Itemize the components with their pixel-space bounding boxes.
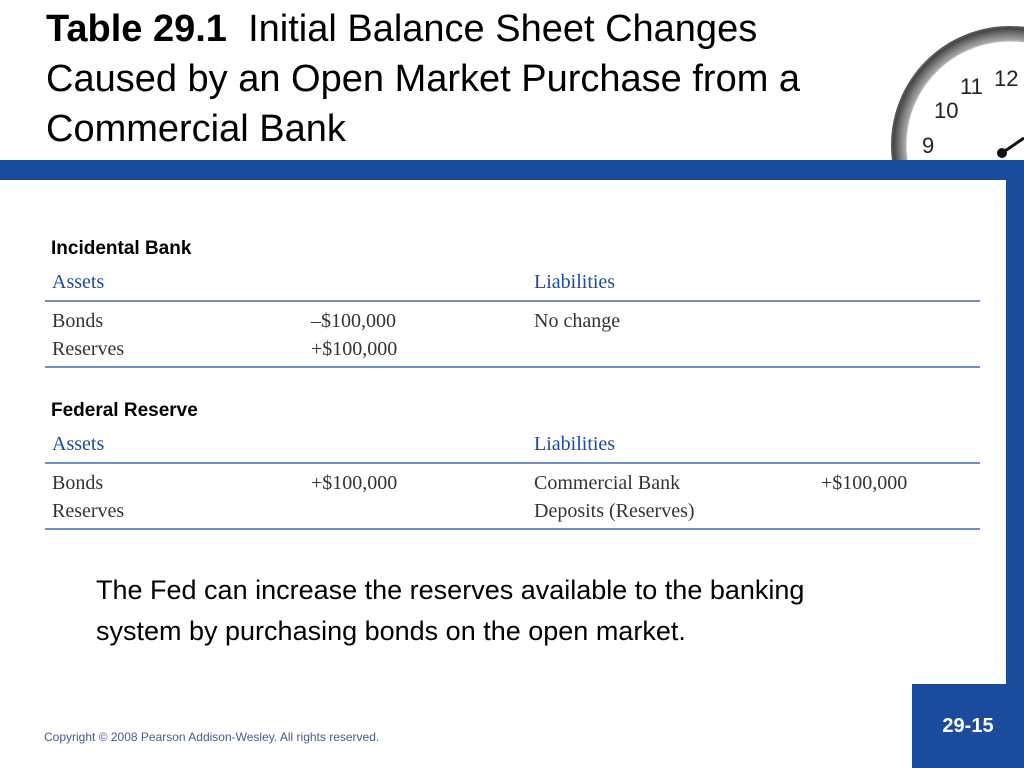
section-body: Bonds +$100,000 Commercial Bank +$100,00…: [45, 464, 980, 530]
section-body: Bonds –$100,000 No change Reserves +$100…: [45, 302, 980, 368]
side-accent-bar: [1006, 180, 1024, 684]
assets-header: Assets: [52, 433, 105, 455]
header-divider-bar: [0, 160, 1024, 180]
section-incidental-bank: Incidental Bank Assets Liabilities Bonds…: [45, 232, 980, 368]
column-header-row: Assets Liabilities: [45, 264, 980, 302]
asset-value: +$100,000: [311, 472, 398, 494]
asset-label: Bonds: [52, 472, 104, 494]
liability-label: No change: [534, 310, 621, 332]
balance-sheet-table: Incidental Bank Assets Liabilities Bonds…: [45, 232, 980, 530]
assets-header: Assets: [52, 271, 105, 293]
liabilities-header: Liabilities: [534, 271, 616, 293]
table-number: Table 29.1: [46, 8, 227, 50]
clock-numeral-12: 12: [994, 66, 1018, 91]
page-number: 29-15: [942, 714, 994, 737]
liability-label: Commercial Bank: [534, 472, 681, 494]
liability-value: +$100,000: [821, 472, 908, 494]
clock-numeral-11: 11: [960, 74, 983, 99]
clock-numeral-9: 9: [922, 133, 934, 158]
liabilities-header: Liabilities: [534, 433, 616, 455]
liability-label: Deposits (Reserves): [534, 500, 695, 522]
section-title: Incidental Bank: [51, 238, 192, 259]
title-text: Initial Balance Sheet Changes Caused by …: [46, 8, 801, 150]
copyright-notice: Copyright © 2008 Pearson Addison-Wesley.…: [44, 730, 380, 744]
slide-title: Table 29.1 Initial Balance Sheet Changes…: [46, 4, 866, 154]
clock-numeral-10: 10: [934, 98, 958, 123]
section-federal-reserve: Federal Reserve Assets Liabilities Bonds…: [45, 394, 980, 530]
asset-label: Reserves: [52, 338, 125, 360]
asset-label: Bonds: [52, 310, 104, 332]
slide-caption: The Fed can increase the reserves availa…: [96, 575, 805, 646]
asset-label: Reserves: [52, 500, 125, 522]
asset-value: +$100,000: [311, 338, 398, 360]
column-header-row: Assets Liabilities: [45, 426, 980, 464]
clock-icon: 12 11 10 9: [890, 20, 1024, 170]
page-number-badge: 29-15: [912, 684, 1024, 768]
section-title: Federal Reserve: [51, 400, 198, 421]
asset-value: –$100,000: [311, 310, 396, 332]
